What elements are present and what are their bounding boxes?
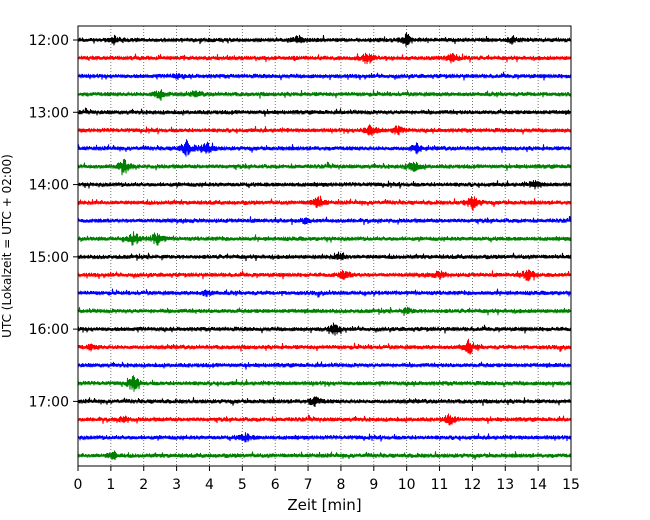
x-tick-label-12: 12 xyxy=(463,477,481,493)
x-tick-label-5: 5 xyxy=(238,477,247,493)
trace-1615 xyxy=(77,338,572,355)
x-tick-label-11: 11 xyxy=(431,477,449,493)
x-tick-label-3: 3 xyxy=(172,477,181,493)
trace-1530 xyxy=(77,288,572,298)
y-axis-label: UTC (Lokalzeit = UTC + 02:00) xyxy=(0,154,14,338)
trace-1415 xyxy=(77,195,572,212)
trace-1545 xyxy=(77,306,572,316)
x-tick-label-9: 9 xyxy=(369,477,378,493)
y-tick-label-1400: 14:00 xyxy=(29,178,69,194)
trace-1715 xyxy=(77,413,572,426)
x-axis-ticks: 0 1 2 3 4 5 6 7 8 9 10 11 12 13 14 15 xyxy=(74,466,580,493)
x-tick-label-2: 2 xyxy=(139,477,148,493)
trace-1345 xyxy=(77,158,572,176)
seismic-traces xyxy=(77,32,572,461)
trace-1330 xyxy=(77,139,572,157)
trace-1230 xyxy=(77,71,572,81)
trace-1645 xyxy=(77,375,572,392)
x-tick-label-7: 7 xyxy=(304,477,313,493)
y-tick-label-1500: 15:00 xyxy=(29,250,69,266)
trace-1515 xyxy=(77,269,572,282)
x-tick-label-1: 1 xyxy=(106,477,115,493)
trace-1400 xyxy=(77,180,572,190)
plot-frame xyxy=(77,25,572,467)
x-tick-label-6: 6 xyxy=(271,477,280,493)
y-axis-ticks: 12:00 13:00 14:00 15:00 16:00 17:00 xyxy=(29,33,78,410)
trace-1630 xyxy=(77,361,572,370)
x-tick-label-0: 0 xyxy=(74,477,83,493)
x-tick-label-4: 4 xyxy=(205,477,214,493)
trace-1315 xyxy=(77,124,572,137)
trace-1430 xyxy=(77,216,572,226)
trace-1200 xyxy=(77,32,572,47)
x-tick-label-8: 8 xyxy=(336,477,345,493)
y-tick-label-1300: 13:00 xyxy=(29,105,69,121)
trace-1745 xyxy=(77,450,572,461)
x-tick-label-10: 10 xyxy=(398,477,416,493)
trace-1300 xyxy=(77,107,572,117)
trace-1600 xyxy=(77,322,572,336)
x-tick-label-13: 13 xyxy=(496,477,514,493)
trace-1700 xyxy=(77,396,572,408)
trace-1215 xyxy=(77,52,572,65)
x-tick-label-14: 14 xyxy=(529,477,547,493)
x-tick-label-15: 15 xyxy=(562,477,580,493)
vertical-gridlines xyxy=(110,26,539,466)
trace-1500 xyxy=(77,251,572,262)
y-tick-label-1700: 17:00 xyxy=(29,394,69,410)
x-axis-label: Zeit [min] xyxy=(287,496,361,514)
trace-1245 xyxy=(77,89,572,101)
y-tick-label-1200: 12:00 xyxy=(29,33,69,49)
y-tick-label-1600: 16:00 xyxy=(29,322,69,338)
trace-1445 xyxy=(77,231,572,246)
trace-1730 xyxy=(77,432,572,443)
